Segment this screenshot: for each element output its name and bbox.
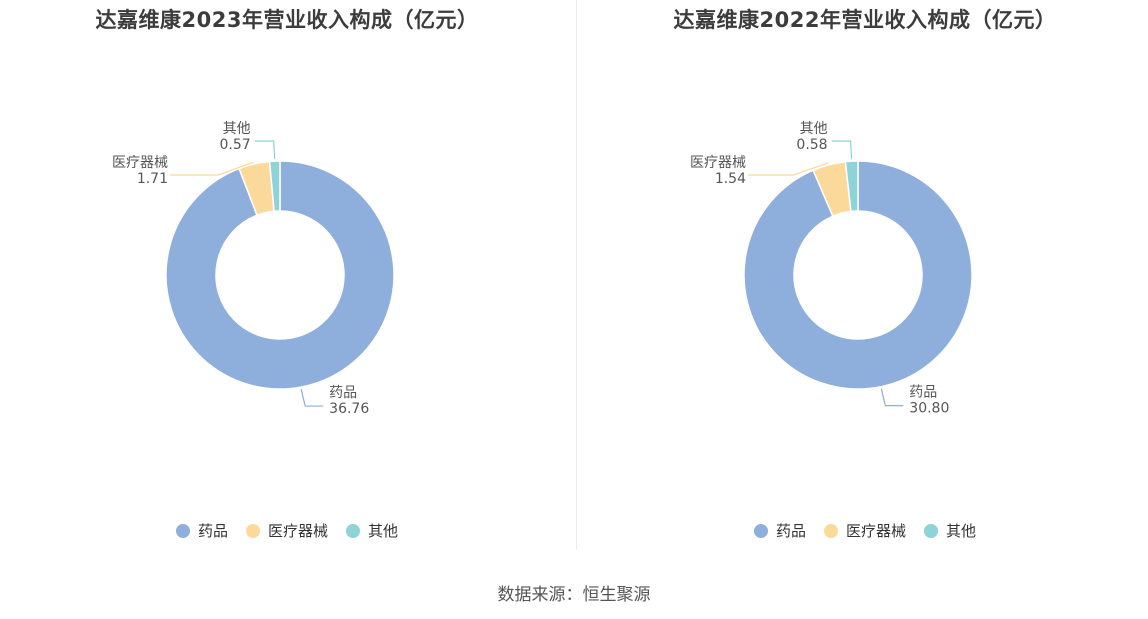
legend-swatch-icon <box>753 523 768 538</box>
legend-label: 其他 <box>368 522 399 540</box>
legend-label: 医疗器械 <box>845 522 906 540</box>
slice-value-label: 30.80 <box>909 401 949 417</box>
leader-line <box>254 140 276 160</box>
leader-line <box>880 388 904 407</box>
legend-item[interactable]: 医疗器械 <box>823 520 906 541</box>
source-note: 数据来源：恒生聚源 <box>497 585 651 605</box>
slice-category-label: 医疗器械 <box>690 155 746 171</box>
legend-item[interactable]: 医疗器械 <box>245 520 328 541</box>
slice-value-label: 1.71 <box>137 171 168 187</box>
pie-slice[interactable] <box>743 160 973 390</box>
legend-item[interactable]: 药品 <box>753 520 806 541</box>
slice-value-label: 0.58 <box>796 137 827 153</box>
legend-swatch-icon <box>924 523 938 538</box>
pie-slice[interactable] <box>844 160 859 213</box>
slice-value-label: 1.54 <box>715 171 746 187</box>
chart-title: 达嘉维康2023年营业收入构成（亿元） <box>95 8 479 32</box>
legend-swatch-icon <box>346 523 360 538</box>
slice-category-label: 其他 <box>223 121 251 137</box>
chart-legend: 药品 医疗器械 其他 <box>578 520 1148 541</box>
legend-swatch-icon <box>245 523 260 538</box>
pie-slice[interactable] <box>268 160 281 213</box>
panel-divider <box>576 0 577 550</box>
legend-label: 其他 <box>946 522 977 540</box>
slice-category-label: 药品 <box>329 385 357 401</box>
legend-swatch-icon <box>175 523 190 538</box>
pie-slice[interactable] <box>165 160 395 390</box>
chart-title: 达嘉维康2022年营业收入构成（亿元） <box>673 8 1057 32</box>
legend-item[interactable]: 其他 <box>346 520 398 541</box>
slice-category-label: 其他 <box>800 121 828 137</box>
legend-item[interactable]: 其他 <box>924 520 976 541</box>
legend-label: 药品 <box>775 522 806 540</box>
leader-line <box>831 140 853 160</box>
slice-value-label: 36.76 <box>329 401 369 417</box>
leader-line <box>300 388 324 407</box>
legend-label: 药品 <box>197 522 228 540</box>
chart-panel-2023: 达嘉维康2023年营业收入构成（亿元） 药品 36.76 医疗器械 1.71 其他 0.5… <box>0 0 574 560</box>
leader-line <box>748 162 829 176</box>
legend-label: 医疗器械 <box>267 522 328 540</box>
leader-line <box>170 161 254 176</box>
slice-value-label: 0.57 <box>220 137 251 153</box>
chart-legend: 药品 医疗器械 其他 <box>0 520 574 541</box>
legend-swatch-icon <box>823 523 838 538</box>
chart-panel-2022: 达嘉维康2022年营业收入构成（亿元） 药品 30.80 医疗器械 1.54 其他 0.5… <box>578 0 1148 560</box>
slice-category-label: 药品 <box>909 385 937 401</box>
legend-item[interactable]: 药品 <box>175 520 228 541</box>
slice-category-label: 医疗器械 <box>112 155 168 171</box>
